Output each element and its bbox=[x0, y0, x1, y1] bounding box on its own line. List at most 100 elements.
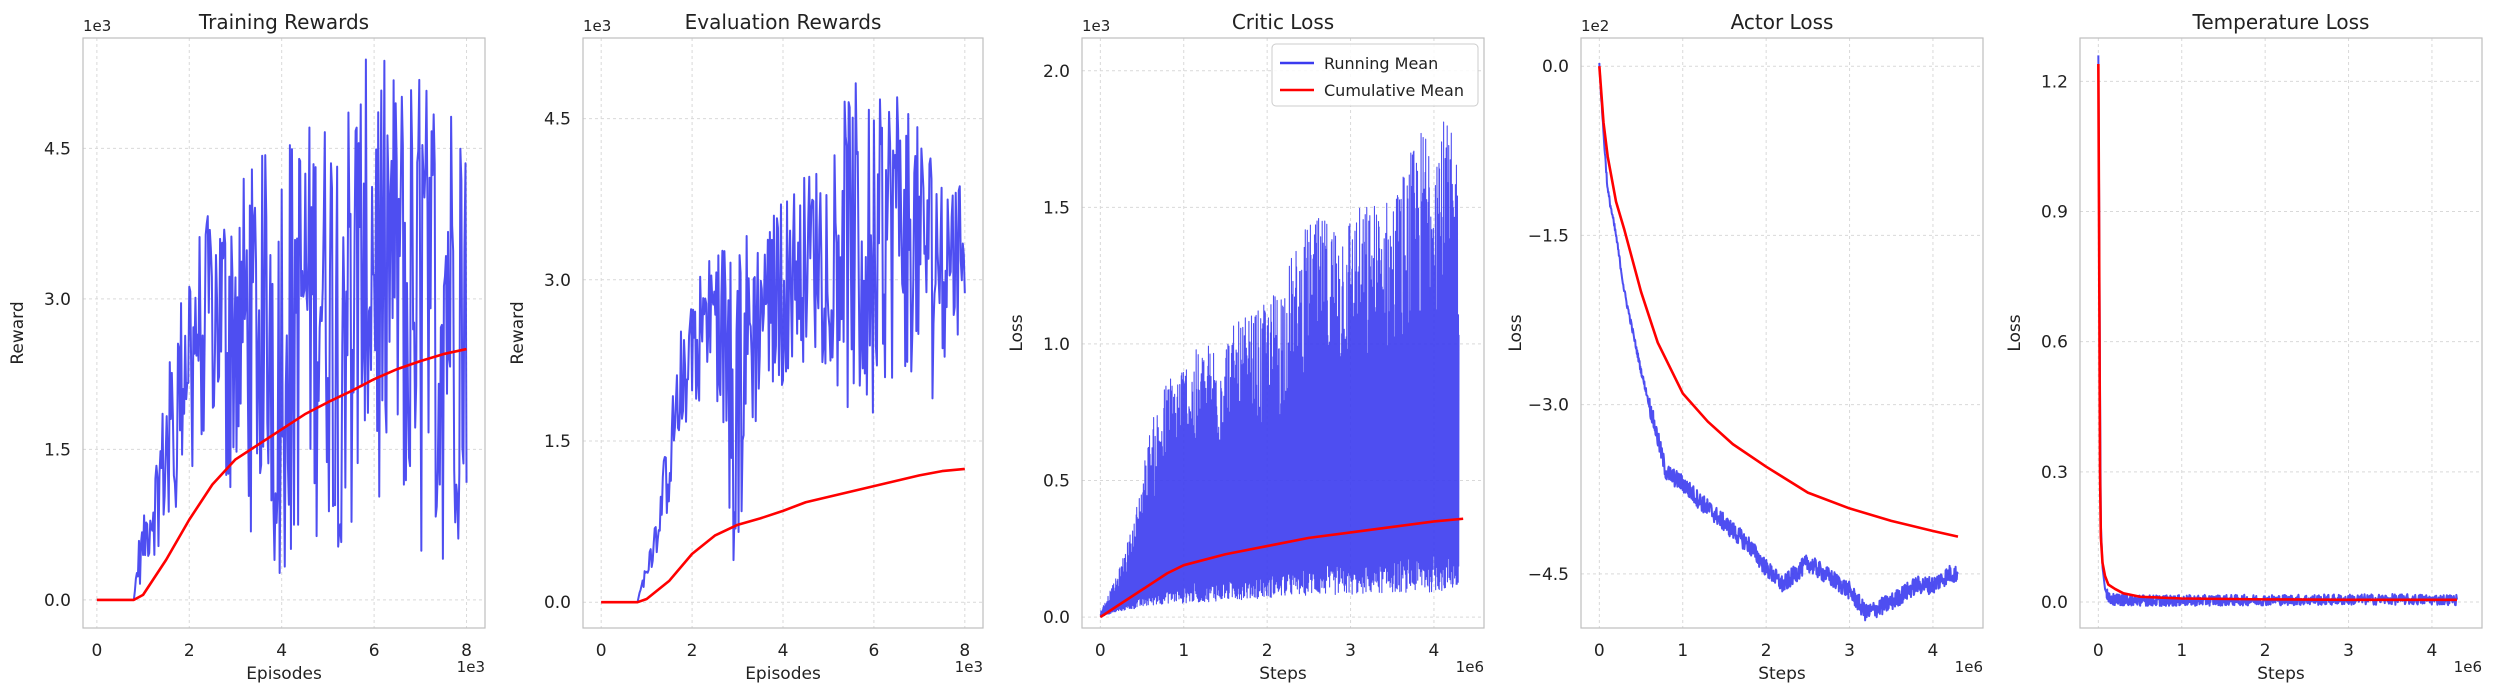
x-axis-label: Episodes bbox=[745, 664, 821, 684]
x-tick-label: 0 bbox=[1594, 641, 1605, 661]
chart-title: Evaluation Rewards bbox=[685, 10, 882, 34]
x-axis-label: Episodes bbox=[246, 664, 322, 684]
y-axis-multiplier: 1e3 bbox=[1082, 17, 1110, 35]
running-mean-line bbox=[96, 58, 468, 601]
y-tick-label: 1.2 bbox=[2041, 72, 2068, 92]
plot-frame bbox=[1081, 37, 1485, 629]
y-tick-label: 4.5 bbox=[544, 110, 571, 130]
chart-panel-5: 0 1 2 3 4 0.0 0.3 0.6 0.9 1.2 Temperature Loss Step… bbox=[2005, 10, 2483, 684]
x-tick-label: 4 bbox=[1429, 641, 1440, 661]
chart-title: Training Rewards bbox=[198, 10, 369, 34]
x-tick-label: 6 bbox=[868, 641, 879, 661]
x-tick-label: 1 bbox=[1677, 641, 1688, 661]
y-axis-label: Loss bbox=[1007, 314, 1027, 351]
y-tick-label: 0.0 bbox=[1043, 608, 1070, 628]
y-tick-label: −4.5 bbox=[1528, 565, 1569, 585]
legend-label: Cumulative Mean bbox=[1324, 81, 1464, 100]
running-mean-line bbox=[2097, 55, 2458, 607]
y-axis-multiplier: 1e2 bbox=[1581, 17, 1609, 35]
y-tick-label: 0.0 bbox=[44, 591, 71, 611]
x-tick-label: 2 bbox=[1262, 641, 1273, 661]
y-axis-label: Reward bbox=[508, 301, 528, 364]
plot-frame bbox=[582, 37, 984, 629]
legend-label: Running Mean bbox=[1324, 54, 1438, 73]
y-tick-label: 3.0 bbox=[544, 271, 571, 291]
y-tick-label: 2.0 bbox=[1043, 62, 1070, 82]
cumulative-mean-line bbox=[1598, 66, 1959, 538]
x-tick-label: 1 bbox=[2176, 641, 2187, 661]
x-axis-label: Steps bbox=[1758, 664, 1806, 684]
y-tick-label: 1.5 bbox=[544, 432, 571, 452]
y-tick-label: 0.6 bbox=[2041, 333, 2068, 353]
y-tick-label: 4.5 bbox=[44, 139, 71, 159]
plot-frame bbox=[2079, 37, 2483, 629]
y-axis-label: Reward bbox=[8, 301, 28, 364]
x-axis-multiplier: 1e6 bbox=[1456, 658, 1484, 676]
y-tick-label: 1.5 bbox=[44, 440, 71, 460]
x-tick-label: 8 bbox=[461, 641, 472, 661]
x-tick-label: 2 bbox=[1761, 641, 1772, 661]
y-tick-label: 1.5 bbox=[1043, 198, 1070, 218]
legend: Running Mean Cumulative Mean bbox=[1271, 43, 1479, 107]
chart-title: Temperature Loss bbox=[2192, 10, 2370, 34]
x-axis-multiplier: 1e3 bbox=[457, 658, 485, 676]
plot-area bbox=[1099, 121, 1464, 619]
x-tick-label: 1 bbox=[1178, 641, 1189, 661]
y-axis-label: Loss bbox=[1506, 314, 1526, 351]
x-tick-label: 3 bbox=[1345, 641, 1356, 661]
x-tick-label: 8 bbox=[959, 641, 970, 661]
y-axis-multiplier: 1e3 bbox=[83, 17, 111, 35]
x-tick-label: 0 bbox=[91, 641, 102, 661]
x-tick-label: 4 bbox=[778, 641, 789, 661]
y-tick-label: −3.0 bbox=[1528, 396, 1569, 416]
chart-panel-4: 0 1 2 3 4 0.0 −1.5 −3.0 −4.5 Actor Loss Steps Loss 1… bbox=[1506, 10, 1984, 684]
chart-title: Actor Loss bbox=[1731, 10, 1834, 34]
x-tick-label: 4 bbox=[276, 641, 287, 661]
plot-area bbox=[96, 58, 468, 602]
chart-title: Critic Loss bbox=[1232, 10, 1334, 34]
y-tick-label: −1.5 bbox=[1528, 226, 1569, 246]
running-mean-line bbox=[1598, 62, 1959, 622]
x-tick-label: 3 bbox=[2343, 641, 2354, 661]
legend-box bbox=[1271, 43, 1479, 107]
chart-panel-1: 0 2 4 6 8 0.0 1.5 3.0 4.5 Training Rewards Episode… bbox=[8, 10, 486, 684]
y-tick-label: 3.0 bbox=[44, 290, 71, 310]
y-tick-label: 0.3 bbox=[2041, 463, 2068, 483]
x-tick-label: 6 bbox=[369, 641, 380, 661]
chart-panel-2: 0 2 4 6 8 0.0 1.5 3.0 4.5 Evaluation Rewards Episo… bbox=[508, 10, 984, 684]
x-tick-label: 0 bbox=[1095, 641, 1106, 661]
cumulative-mean-line bbox=[1099, 517, 1464, 619]
cumulative-mean-line bbox=[96, 347, 467, 602]
plot-frame bbox=[1580, 37, 1984, 629]
y-tick-label: 0.0 bbox=[2041, 593, 2068, 613]
x-tick-label: 2 bbox=[184, 641, 195, 661]
plot-area bbox=[1598, 62, 1959, 622]
y-axis-multiplier: 1e3 bbox=[583, 17, 611, 35]
x-axis-label: Steps bbox=[2257, 664, 2305, 684]
running-mean-line bbox=[1099, 121, 1460, 618]
y-axis-label: Loss bbox=[2005, 314, 2025, 351]
plot-area bbox=[2097, 55, 2458, 607]
running-mean-line bbox=[601, 82, 966, 604]
x-tick-label: 0 bbox=[2093, 641, 2104, 661]
x-tick-label: 0 bbox=[596, 641, 607, 661]
x-axis-label: Steps bbox=[1259, 664, 1307, 684]
x-axis-multiplier: 1e6 bbox=[1955, 658, 1983, 676]
plot-frame bbox=[82, 37, 486, 629]
y-tick-label: 1.0 bbox=[1043, 335, 1070, 355]
cumulative-mean-line bbox=[601, 467, 965, 604]
x-axis-multiplier: 1e6 bbox=[2454, 658, 2482, 676]
y-tick-label: 0.0 bbox=[1542, 57, 1569, 77]
x-tick-label: 2 bbox=[687, 641, 698, 661]
y-tick-label: 0.0 bbox=[544, 593, 571, 613]
x-tick-label: 3 bbox=[1844, 641, 1855, 661]
x-tick-label: 4 bbox=[2427, 641, 2438, 661]
plot-area bbox=[601, 82, 966, 604]
x-tick-label: 4 bbox=[1928, 641, 1939, 661]
x-axis-multiplier: 1e3 bbox=[955, 658, 983, 676]
y-tick-label: 0.9 bbox=[2041, 203, 2068, 223]
chart-panel-3: 0 1 2 3 4 0.0 0.5 1.0 1.5 2.0 Critic Loss Steps Loss… bbox=[1007, 10, 1485, 684]
x-tick-label: 2 bbox=[2260, 641, 2271, 661]
cumulative-mean-line bbox=[2097, 64, 2457, 602]
